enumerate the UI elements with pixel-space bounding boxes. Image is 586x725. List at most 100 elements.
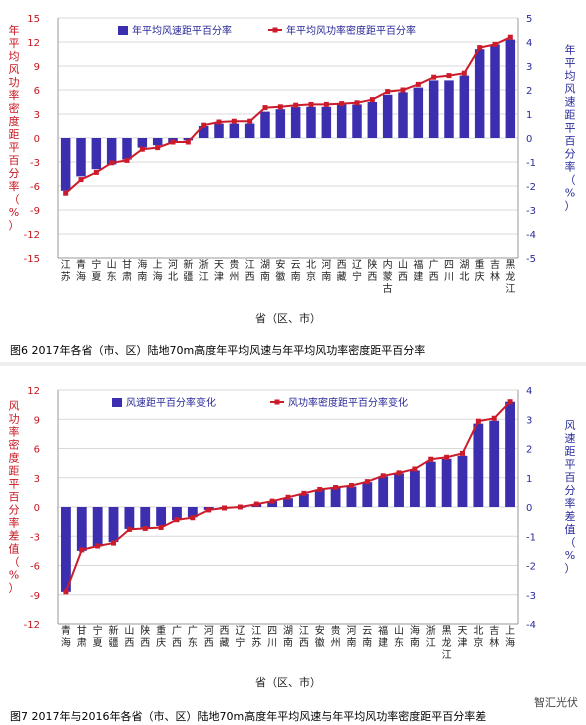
category-label: 吉林 <box>489 625 499 649</box>
line-point-青海 <box>78 177 84 183</box>
bar-宁夏 <box>92 507 103 547</box>
line-point-山西 <box>126 526 132 532</box>
left-tick-label: -6 <box>30 562 40 573</box>
category-label: 北京 <box>473 625 483 649</box>
category-label: 四川 <box>444 260 454 283</box>
line-point-湖北 <box>461 70 467 76</box>
category-label: 湖南 <box>260 259 270 283</box>
bar-上海 <box>152 138 163 146</box>
line-point-吉林 <box>491 415 497 421</box>
bar-天津 <box>214 123 224 138</box>
left-tick-label: 3 <box>34 110 40 121</box>
line-point-福建 <box>380 473 386 479</box>
left-tick-label: 9 <box>34 62 40 73</box>
left-tick-label: 3 <box>34 474 40 485</box>
category-label: 北京 <box>306 259 316 283</box>
category-label: 湖南 <box>283 625 293 649</box>
line-point-上海 <box>155 145 161 151</box>
category-label: 山东 <box>394 625 404 649</box>
line-point-吉林 <box>492 41 498 47</box>
category-label: 河西 <box>204 625 214 649</box>
category-label: 陕西 <box>367 258 377 283</box>
right-tick-label: 2 <box>526 445 532 456</box>
category-label: 河北 <box>168 259 178 283</box>
line-point-天津 <box>459 450 465 456</box>
left-tick-label: 6 <box>34 445 40 456</box>
line-point-安徽 <box>317 486 323 492</box>
left-tick-label: -9 <box>30 591 40 602</box>
category-label: 陕西 <box>140 624 150 649</box>
legend-line-label: 年平均风功率密度距平百分率 <box>286 24 416 37</box>
category-label: 福建 <box>378 624 388 649</box>
bar-甘肃 <box>76 507 87 551</box>
right-tick-label: -4 <box>526 230 536 241</box>
legend-bar-label: 年平均风速距平百分率 <box>132 24 232 37</box>
right-tick-label: -5 <box>526 254 536 265</box>
left-tick-label: 6 <box>34 86 40 97</box>
line-point-浙江 <box>201 122 207 128</box>
right-tick-label: 3 <box>526 62 532 73</box>
category-label: 山西 <box>398 259 408 283</box>
bar-山西 <box>124 507 135 529</box>
bar-四川 <box>267 501 278 507</box>
line-point-四川 <box>446 73 452 79</box>
legend-line-label: 风功率密度距平百分率变化 <box>288 396 408 409</box>
category-label: 上海 <box>153 259 163 283</box>
line-point-云南 <box>364 479 370 485</box>
category-label: 甘肃 <box>122 258 132 283</box>
category-label: 安徽 <box>275 258 285 283</box>
category-label: 广西 <box>429 259 439 283</box>
bar-四川 <box>444 80 454 138</box>
bar-贵州 <box>229 123 240 138</box>
category-label: 西藏 <box>337 260 347 283</box>
line-point-贵州 <box>231 118 237 124</box>
left-tick-label: -3 <box>30 532 40 543</box>
bar-江西 <box>298 493 309 507</box>
legend-bar-swatch <box>118 26 128 35</box>
bar-广西 <box>428 80 439 138</box>
line-point-海南 <box>412 466 418 472</box>
line-point-河南 <box>348 483 354 489</box>
bar-上海 <box>505 401 515 507</box>
category-label: 安徽 <box>315 624 325 649</box>
right-tick-label: 5 <box>526 14 532 25</box>
bar-陕西 <box>367 102 378 138</box>
line-point-宁夏 <box>93 169 99 175</box>
bar-新疆 <box>183 138 194 141</box>
line-point-浙江 <box>428 456 434 462</box>
category-label: 新疆 <box>183 258 193 283</box>
bar-青海 <box>61 507 71 592</box>
line-point-山东 <box>396 470 402 476</box>
bar-浙江 <box>425 461 436 507</box>
legend-line-marker <box>272 27 278 33</box>
line-point-黑龙江 <box>507 34 513 40</box>
legend-bar-label: 风速距平百分率变化 <box>126 396 216 409</box>
category-label: 河南 <box>346 625 356 649</box>
bar-山东 <box>106 138 117 165</box>
bar-河南 <box>346 486 357 507</box>
category-label: 上海 <box>505 625 515 649</box>
category-label: 辽宁 <box>235 625 245 649</box>
category-label: 吉林 <box>490 259 500 283</box>
category-label: 天津 <box>214 260 224 283</box>
left-tick-label: -9 <box>30 206 40 217</box>
bar-江西 <box>244 123 255 138</box>
bar-天津 <box>457 455 468 507</box>
line-point-湖南 <box>262 105 268 111</box>
category-label: 江苏 <box>61 259 71 283</box>
left-axis-title: 年平均风功率密度距平百分率（%） <box>9 23 20 232</box>
right-tick-label: 4 <box>526 386 532 397</box>
line-point-重庆 <box>158 524 164 530</box>
bar-甘肃 <box>122 138 132 160</box>
bar-陕西 <box>140 507 151 528</box>
line-point-甘肃 <box>124 157 130 163</box>
bar-广东 <box>187 507 198 518</box>
figure-7-caption: 图7 2017年与2016年各省（市、区）陆地70m高度年平均风速与年平均风功率… <box>10 710 487 723</box>
category-label: 江苏 <box>251 625 261 649</box>
left-tick-label: -12 <box>24 620 40 631</box>
right-axis-title: 风速距平百分率差值（%） <box>565 419 576 575</box>
right-tick-label: -3 <box>526 206 536 217</box>
line-point-河北 <box>170 139 176 145</box>
right-tick-label: 1 <box>526 110 532 121</box>
category-label: 四川 <box>267 626 277 649</box>
